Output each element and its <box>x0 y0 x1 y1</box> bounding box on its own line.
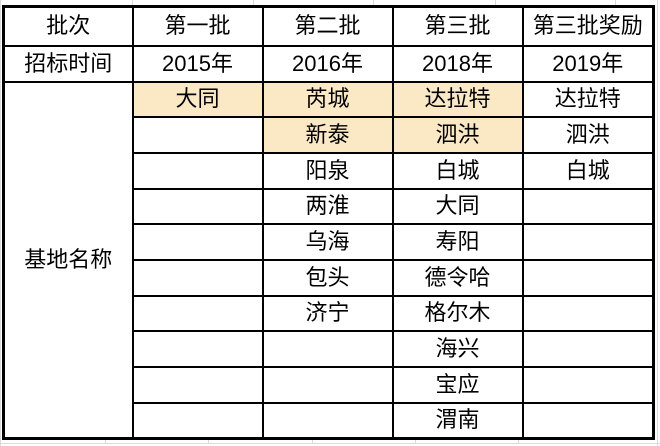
table-row: 招标时间 2015年 2016年 2018年 2019年 <box>2 44 655 83</box>
header-batch-2[interactable]: 第二批 <box>261 5 394 47</box>
table-row: 乌海 寿阳 <box>4 223 655 261</box>
gridline-stub <box>312 438 313 444</box>
base-cell[interactable]: 包头 <box>261 258 394 297</box>
bidding-base-table: 批次 第一批 第二批 第三批 第三批奖励 招标时间 2015年 2016年 20… <box>2 5 655 440</box>
table-row: 批次 第一批 第二批 第三批 第三批奖励 <box>2 5 655 47</box>
base-cell[interactable]: 新泰 <box>261 116 394 154</box>
base-cell[interactable] <box>521 366 655 404</box>
header-batch-3[interactable]: 第三批 <box>391 5 524 47</box>
table-row: 两淮 大同 <box>4 187 655 226</box>
gridline-stub <box>495 0 496 6</box>
base-cell[interactable]: 德令哈 <box>391 258 524 297</box>
gridline-stub <box>132 0 133 6</box>
table-row: 包头 德令哈 <box>4 258 655 297</box>
base-cell[interactable] <box>131 116 264 154</box>
gridline-stub <box>373 0 374 6</box>
base-cell[interactable] <box>261 366 394 404</box>
base-name-label[interactable]: 基地名称 <box>2 80 134 440</box>
base-cell[interactable] <box>131 258 264 297</box>
header-batch-3-reward[interactable]: 第三批奖励 <box>521 5 655 47</box>
base-cell[interactable]: 乌海 <box>261 223 394 261</box>
base-cell[interactable] <box>521 258 655 297</box>
table-row: 海兴 <box>4 330 655 368</box>
base-cell[interactable] <box>521 223 655 261</box>
base-cell[interactable] <box>131 294 264 333</box>
table-row: 新泰 泗洪 泗洪 <box>4 116 655 154</box>
base-cell[interactable]: 达拉特 <box>391 80 524 119</box>
table-row: 阳泉 白城 白城 <box>4 151 655 190</box>
base-cell[interactable] <box>131 401 264 440</box>
bidding-year-cell[interactable]: 2019年 <box>521 44 655 83</box>
base-cell[interactable] <box>131 366 264 404</box>
base-cell[interactable]: 渭南 <box>391 401 524 440</box>
gridline-left <box>0 0 1 446</box>
table-row: 宝应 <box>4 366 655 404</box>
gridline-stub <box>415 438 416 444</box>
base-cell[interactable]: 泗洪 <box>391 116 524 154</box>
gridline-stub <box>105 438 106 444</box>
base-cell[interactable]: 白城 <box>521 151 655 190</box>
base-cell[interactable]: 宝应 <box>391 366 524 404</box>
base-cell[interactable]: 海兴 <box>391 330 524 368</box>
base-cell[interactable]: 格尔木 <box>391 294 524 333</box>
bidding-year-cell[interactable]: 2015年 <box>131 44 264 83</box>
table-row: 济宁 格尔木 <box>4 294 655 333</box>
base-cell[interactable] <box>521 187 655 226</box>
base-cell[interactable]: 大同 <box>131 80 264 119</box>
base-cell[interactable] <box>131 187 264 226</box>
header-batch-label[interactable]: 批次 <box>2 5 134 47</box>
table-row: 基地名称 大同 芮城 达拉特 达拉特 <box>2 80 655 440</box>
gridline-bottom <box>0 443 660 444</box>
base-cell[interactable] <box>131 223 264 261</box>
base-cell[interactable]: 芮城 <box>261 80 394 119</box>
base-cell[interactable] <box>261 330 394 368</box>
base-cell[interactable] <box>521 294 655 333</box>
base-cell[interactable]: 寿阳 <box>391 223 524 261</box>
base-cell[interactable] <box>521 401 655 440</box>
gridline-stub <box>518 438 519 444</box>
table-row: 渭南 <box>4 401 655 440</box>
gridline-right <box>657 0 658 446</box>
base-cell[interactable]: 泗洪 <box>521 116 655 154</box>
base-cell[interactable]: 大同 <box>391 187 524 226</box>
base-cell[interactable]: 达拉特 <box>521 80 655 119</box>
base-cell[interactable]: 阳泉 <box>261 151 394 190</box>
base-cell[interactable]: 白城 <box>391 151 524 190</box>
gridline-stub <box>253 0 254 6</box>
gridline-stub <box>615 0 616 6</box>
gridline-stub <box>208 438 209 444</box>
bidding-year-cell[interactable]: 2018年 <box>391 44 524 83</box>
base-cell[interactable] <box>521 330 655 368</box>
base-cell[interactable]: 济宁 <box>261 294 394 333</box>
bidding-year-cell[interactable]: 2016年 <box>261 44 394 83</box>
base-cell[interactable]: 两淮 <box>261 187 394 226</box>
header-batch-1[interactable]: 第一批 <box>131 5 264 47</box>
base-cell[interactable] <box>131 151 264 190</box>
bidding-time-label[interactable]: 招标时间 <box>2 44 134 83</box>
base-cell[interactable] <box>261 401 394 440</box>
base-cell[interactable] <box>131 330 264 368</box>
